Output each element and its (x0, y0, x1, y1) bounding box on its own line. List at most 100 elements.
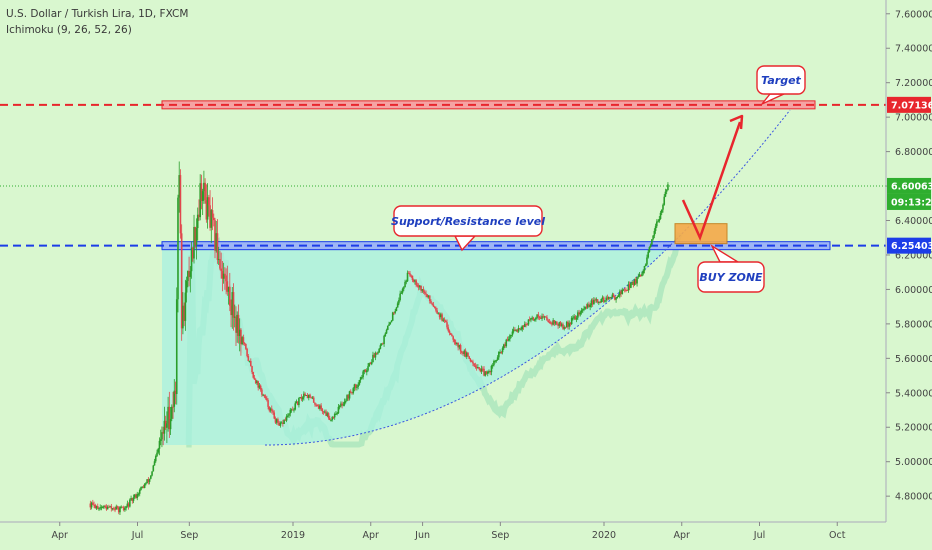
candle-body (665, 190, 668, 192)
candle-body (473, 363, 475, 366)
candle-body (245, 343, 247, 349)
candle-body (321, 409, 324, 412)
x-axis: Apr Jul Sep 2019 Apr Jun Sep 2020 Apr Jul Oct (0, 521, 886, 541)
candle-body (496, 357, 499, 360)
price-badge: 6.25403 (887, 237, 932, 254)
support-resistance-callout-box (393, 205, 543, 237)
candle-body (578, 312, 580, 315)
candle-body (568, 322, 570, 327)
candle-body (285, 416, 288, 421)
candle-body (652, 235, 654, 240)
candle-body (584, 306, 587, 309)
candle-body (564, 327, 567, 329)
candle-body (342, 404, 345, 406)
candle-body (480, 368, 483, 372)
candle-body (585, 306, 588, 308)
candle-body (435, 307, 437, 311)
candle-body (251, 366, 253, 373)
candle-body (391, 312, 394, 321)
candle-body (320, 405, 322, 410)
candle-body (263, 394, 266, 397)
candle-body (225, 275, 227, 282)
candle-body (609, 297, 611, 299)
candle-body (114, 509, 116, 511)
candle-body (519, 328, 521, 330)
candle-body (93, 504, 95, 506)
candle-body (156, 452, 158, 457)
candle-body (457, 342, 459, 348)
candle-body (136, 494, 139, 498)
y-tick-label: 7.00000 (895, 113, 932, 124)
candle-body (98, 508, 100, 510)
candle-body (605, 297, 608, 301)
candle-body (216, 233, 219, 260)
candle-body (163, 420, 166, 434)
candle-body (152, 465, 155, 472)
x-tick-label: Jul (131, 530, 143, 541)
candle-body (331, 416, 334, 420)
candle-body (172, 406, 174, 408)
candle-body (211, 210, 214, 218)
candle-body (115, 506, 118, 510)
chart-symbol-title: U.S. Dollar / Turkish Lira, 1D, FXCM (6, 8, 189, 20)
candle-body (359, 377, 362, 381)
candle-body (343, 401, 346, 405)
candle-body (632, 281, 635, 285)
candle-body (549, 322, 552, 324)
candle-body (428, 295, 431, 301)
candle-body (507, 338, 510, 341)
candle-body (304, 393, 306, 396)
candle-body (232, 292, 235, 318)
candle-body (406, 272, 409, 282)
candle-body (642, 270, 645, 274)
candle-body (431, 303, 434, 305)
candle-body (483, 368, 485, 376)
candle-body (332, 416, 335, 418)
y-tick-label: 5.80000 (895, 319, 932, 330)
candle-body (168, 406, 171, 430)
candle-body (475, 367, 478, 369)
candle-body (438, 313, 441, 318)
candle-body (337, 406, 340, 414)
candle-body (641, 273, 643, 277)
x-tick-label: 2019 (281, 530, 305, 541)
candle-body (607, 297, 610, 299)
x-tick-label: Apr (52, 530, 69, 541)
candle-body (426, 294, 429, 297)
candle-body (90, 502, 93, 508)
candle-body (104, 505, 106, 507)
y-tick-label: 7.60000 (895, 9, 932, 20)
candle-body (238, 329, 241, 337)
candle-body (203, 182, 205, 192)
candle-body (601, 297, 604, 300)
candle-body (395, 307, 398, 312)
candle-body (358, 380, 361, 385)
candle-body (353, 384, 356, 389)
candle-body (108, 506, 110, 508)
candle-body (583, 308, 585, 310)
candle-body (477, 367, 479, 369)
candle-body (478, 367, 480, 369)
candle-body (490, 365, 493, 373)
y-tick-label: 6.20000 (895, 250, 932, 261)
support-resistance-callout-label: Support/Resistance level (391, 215, 545, 228)
candle-body (465, 352, 468, 357)
candle-body (305, 395, 308, 397)
candle-body (233, 316, 236, 318)
candle-body (378, 348, 380, 353)
candle-body (491, 365, 494, 367)
candle-body (414, 280, 416, 282)
candle-body (274, 418, 277, 423)
candle-body (315, 404, 318, 406)
candle-body (349, 391, 352, 393)
price-badge-label: 6.60063 (891, 181, 932, 192)
candle-body (103, 505, 105, 508)
candle-body (551, 322, 553, 325)
candle-body (368, 362, 371, 367)
candle-body (517, 328, 520, 332)
candle-body (294, 403, 297, 410)
candle-body (341, 403, 343, 406)
candle-body (235, 316, 237, 333)
candle-body (141, 486, 143, 488)
